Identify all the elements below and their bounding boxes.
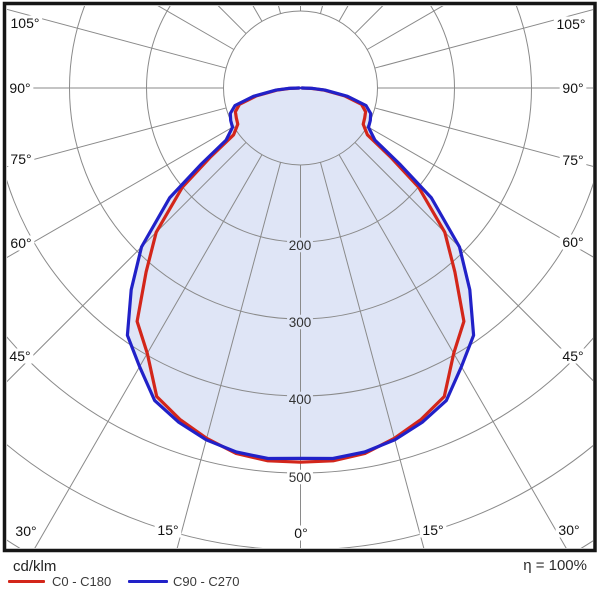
curve-c0-c180 [135,86,466,464]
grid-spoke [374,107,593,167]
ring-value-label-bg [287,314,313,330]
angle-label-bg [7,235,35,251]
ring-value-label-bg [287,391,313,407]
grid-spoke [7,8,227,69]
ring-value-label: 400 [289,392,312,407]
curve-c90-c270 [125,86,476,461]
angle-label: 105° [11,15,40,31]
plot-area: 105° 90° 75° 60° 45° 30° 15° 0° 15° 30° 45° 60° 75° 9… [7,6,593,548]
angle-label-bg [559,152,587,168]
grid-spoke [319,162,425,548]
angle-label-bg [7,15,43,31]
angle-label-bg [553,16,589,32]
legend-label-c0: C0 - C180 [52,574,112,589]
polar-chart: 105° 90° 75° 60° 45° 30° 15° 0° 15° 30° 45° 60° 75° 9… [2,1,597,553]
ring-value-label: 300 [289,315,312,330]
angle-label-bg [7,348,34,364]
ring-value-label-bg [287,237,313,253]
angle-label-bg [7,151,35,167]
angle-label-bg [291,525,311,541]
legend-swatch-c90 [128,580,168,583]
legend-swatch-c0 [8,580,45,583]
plot-border [2,1,597,553]
legend: C0 - C180 C90 - C270 [0,572,600,594]
ring-value-label: 500 [289,470,312,485]
angle-label: 45° [562,348,583,364]
grid-spoke [7,107,227,168]
angle-label: 75° [562,152,583,168]
angle-label-bg [559,80,587,96]
angle-label-bg [12,523,40,539]
angle-label: 90° [562,80,583,96]
angle-label-bg [559,348,587,364]
angle-label: 45° [9,348,30,364]
ring-value-label-bg [287,469,313,485]
grid-spoke [34,154,263,548]
units-label: cd/klm [13,558,57,575]
angle-label: 105° [557,16,586,32]
ring-value-label: 200 [289,238,312,253]
angle-label-bg [555,522,583,538]
angle-label: 75° [10,151,31,167]
grid-spoke [338,154,567,548]
grid-spoke [354,142,593,382]
angle-label-bg [559,234,587,250]
angle-label-bg [419,522,447,538]
angle-label: 15° [157,522,178,538]
angle-label: 90° [9,80,30,96]
grid-spoke [374,9,593,69]
angle-label-bg [7,80,34,96]
angle-label: 60° [562,234,583,250]
grid-spoke [366,126,593,258]
grid-spoke [7,126,235,259]
angle-label: 30° [558,522,579,538]
angle-label-bg [154,522,182,538]
legend-label-c90: C90 - C270 [173,574,240,589]
grid-spoke [176,162,282,548]
angle-label: 15° [422,522,443,538]
angle-label: 60° [10,235,31,251]
angle-label: 0° [294,525,307,541]
grid-spoke [7,142,247,383]
efficiency-label: η = 100% [523,557,587,574]
angle-label: 30° [15,523,36,539]
